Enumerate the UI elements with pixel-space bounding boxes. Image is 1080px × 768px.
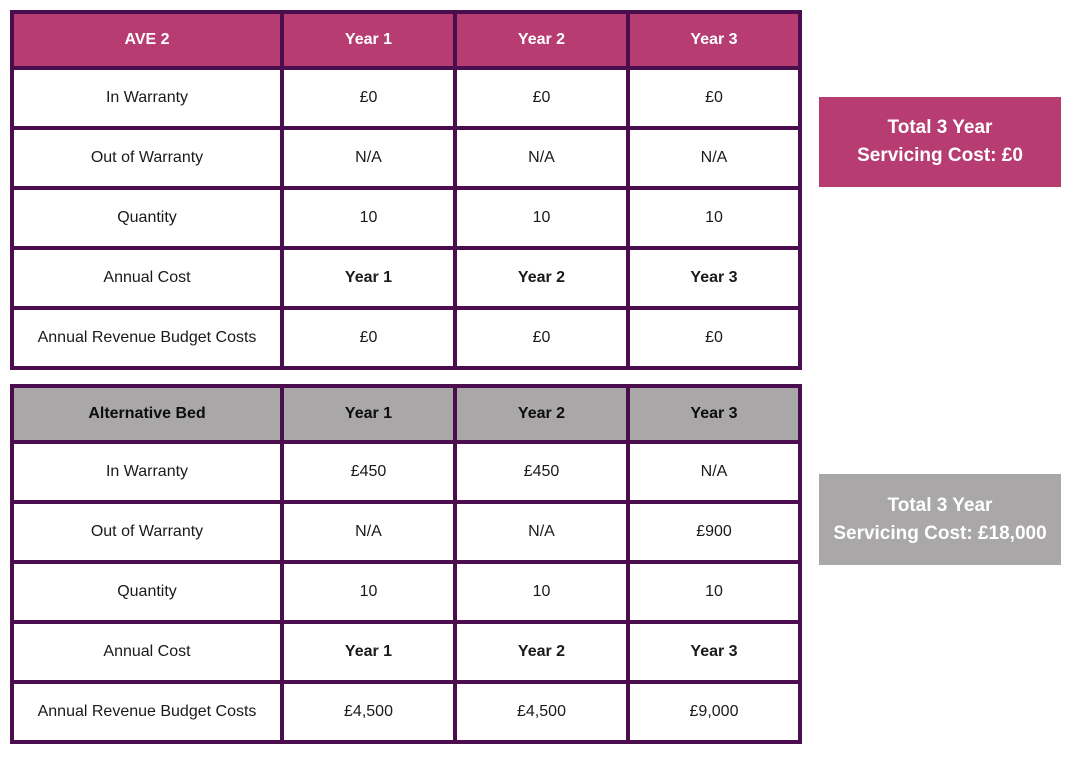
cell-value: 10 <box>626 560 802 624</box>
cell-value: N/A <box>626 126 802 190</box>
cell-value: Year 1 <box>280 620 457 684</box>
cell-value: Year 1 <box>280 246 457 310</box>
ave2-year2-header: Year 2 <box>453 10 630 70</box>
alt-year2-header: Year 2 <box>453 384 630 444</box>
cell-value: Year 2 <box>453 620 630 684</box>
badge-line2: Servicing Cost: £18,000 <box>833 522 1047 544</box>
cell-value: N/A <box>453 500 630 564</box>
cell-value: N/A <box>626 440 802 504</box>
ave2-table: AVE 2 Year 1 Year 2 Year 3 In Warranty £… <box>10 10 802 370</box>
row-label: Annual Cost <box>10 620 284 684</box>
row-label: Annual Revenue Budget Costs <box>10 306 284 370</box>
ave2-total-badge: Total 3 Year Servicing Cost: £0 <box>819 97 1061 187</box>
cell-value: £0 <box>626 306 802 370</box>
cell-value: Year 3 <box>626 620 802 684</box>
ave2-header-row: AVE 2 Year 1 Year 2 Year 3 <box>10 10 802 70</box>
row-label: Out of Warranty <box>10 126 284 190</box>
table-row: In Warranty £0 £0 £0 <box>10 66 802 130</box>
table-row: In Warranty £450 £450 N/A <box>10 440 802 504</box>
cell-value: 10 <box>626 186 802 250</box>
cell-value: £9,000 <box>626 680 802 744</box>
alternative-bed-header-row: Alternative Bed Year 1 Year 2 Year 3 <box>10 384 802 444</box>
cell-value: £450 <box>453 440 630 504</box>
row-label: Quantity <box>10 560 284 624</box>
ave2-title-cell: AVE 2 <box>10 10 284 70</box>
table-row: Quantity 10 10 10 <box>10 186 802 250</box>
alternative-bed-title-cell: Alternative Bed <box>10 384 284 444</box>
cell-value: 10 <box>453 560 630 624</box>
cell-value: N/A <box>280 500 457 564</box>
row-label: In Warranty <box>10 66 284 130</box>
cell-value: £0 <box>626 66 802 130</box>
cell-value: £0 <box>453 66 630 130</box>
row-label: Annual Cost <box>10 246 284 310</box>
cell-value: £450 <box>280 440 457 504</box>
cell-value: N/A <box>280 126 457 190</box>
cell-value: N/A <box>453 126 630 190</box>
cell-value: Year 2 <box>453 246 630 310</box>
alternative-bed-table: Alternative Bed Year 1 Year 2 Year 3 In … <box>10 384 802 744</box>
ave2-year1-header: Year 1 <box>280 10 457 70</box>
alt-year1-header: Year 1 <box>280 384 457 444</box>
cell-value: £900 <box>626 500 802 564</box>
cell-value: 10 <box>453 186 630 250</box>
alt-year3-header: Year 3 <box>626 384 802 444</box>
table-row: Annual Revenue Budget Costs £0 £0 £0 <box>10 306 802 370</box>
cell-value: 10 <box>280 186 457 250</box>
ave2-year3-header: Year 3 <box>626 10 802 70</box>
row-label: Out of Warranty <box>10 500 284 564</box>
alternative-bed-total-badge: Total 3 Year Servicing Cost: £18,000 <box>819 474 1061 565</box>
badge-line1: Total 3 Year <box>887 117 993 139</box>
cell-value: £0 <box>280 306 457 370</box>
table-row: Annual Cost Year 1 Year 2 Year 3 <box>10 620 802 684</box>
row-label: Quantity <box>10 186 284 250</box>
table-row: Annual Revenue Budget Costs £4,500 £4,50… <box>10 680 802 744</box>
cell-value: 10 <box>280 560 457 624</box>
row-label: Annual Revenue Budget Costs <box>10 680 284 744</box>
cell-value: £0 <box>453 306 630 370</box>
cell-value: £4,500 <box>453 680 630 744</box>
cell-value: £4,500 <box>280 680 457 744</box>
cell-value: Year 3 <box>626 246 802 310</box>
cell-value: £0 <box>280 66 457 130</box>
table-row: Out of Warranty N/A N/A N/A <box>10 126 802 190</box>
table-row: Quantity 10 10 10 <box>10 560 802 624</box>
row-label: In Warranty <box>10 440 284 504</box>
badge-line2: Servicing Cost: £0 <box>857 145 1023 166</box>
badge-line1: Total 3 Year <box>887 494 993 516</box>
table-row: Out of Warranty N/A N/A £900 <box>10 500 802 564</box>
table-row: Annual Cost Year 1 Year 2 Year 3 <box>10 246 802 310</box>
